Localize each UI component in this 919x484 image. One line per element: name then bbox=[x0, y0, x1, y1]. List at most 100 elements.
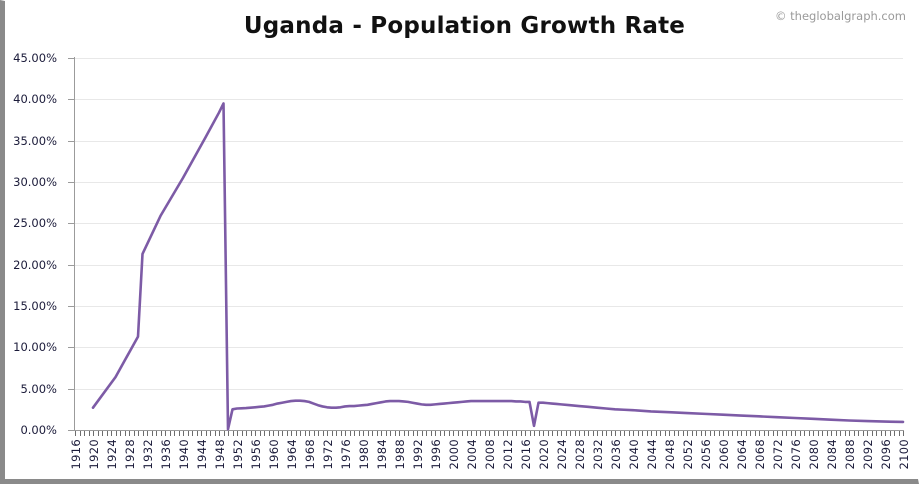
x-tick-mark bbox=[160, 431, 162, 436]
x-tick-mark bbox=[633, 431, 634, 436]
gridline bbox=[75, 140, 903, 142]
x-tick-mark bbox=[439, 431, 441, 436]
x-axis-line bbox=[74, 430, 904, 431]
x-tick-mark bbox=[768, 431, 769, 436]
x-tick-mark bbox=[750, 431, 751, 436]
y-tick-mark bbox=[68, 347, 75, 349]
x-tick-mark bbox=[142, 431, 144, 436]
x-tick-label: 1996 bbox=[429, 439, 443, 470]
x-tick-label: 1940 bbox=[177, 439, 191, 470]
x-tick-mark bbox=[277, 431, 279, 436]
y-tick-label: 30.00% bbox=[13, 175, 57, 189]
x-tick-mark bbox=[93, 431, 94, 436]
x-tick-mark bbox=[399, 431, 400, 436]
x-tick-mark bbox=[88, 431, 90, 436]
y-tick-label: 5.00% bbox=[20, 381, 57, 396]
x-tick-mark bbox=[147, 431, 148, 436]
x-tick-mark bbox=[372, 431, 373, 436]
x-tick-mark bbox=[264, 431, 265, 436]
x-tick-mark bbox=[273, 431, 274, 436]
x-tick-label: 1944 bbox=[195, 439, 209, 470]
y-tick-label: 35.00% bbox=[13, 133, 57, 148]
x-tick-mark bbox=[862, 431, 864, 436]
x-tick-mark bbox=[138, 431, 139, 436]
x-tick-mark bbox=[462, 431, 463, 436]
x-tick-label: 1992 bbox=[411, 439, 425, 470]
x-tick-mark bbox=[268, 431, 270, 436]
x-tick-mark bbox=[363, 431, 364, 436]
x-tick-mark bbox=[223, 431, 225, 436]
x-tick-mark bbox=[619, 431, 621, 436]
x-tick-mark bbox=[124, 431, 126, 436]
x-tick-mark bbox=[885, 431, 886, 436]
x-tick-mark bbox=[876, 431, 877, 436]
gridline bbox=[75, 264, 903, 266]
y-tick-label: 25.00% bbox=[13, 216, 57, 231]
x-tick-mark bbox=[376, 431, 378, 436]
x-tick-mark bbox=[565, 431, 567, 436]
x-tick-mark bbox=[696, 431, 697, 436]
x-tick-mark bbox=[129, 431, 130, 436]
x-tick-mark bbox=[700, 431, 702, 436]
y-tick-label: 0.00% bbox=[20, 423, 57, 437]
x-tick-label: 2028 bbox=[573, 439, 587, 470]
x-tick-mark bbox=[327, 431, 328, 436]
x-tick-label: 2092 bbox=[861, 439, 875, 470]
x-tick-mark bbox=[84, 431, 85, 436]
x-tick-mark bbox=[660, 431, 661, 436]
x-tick-mark bbox=[183, 431, 184, 436]
x-tick-mark bbox=[106, 431, 108, 436]
x-tick-mark bbox=[417, 431, 418, 436]
x-tick-mark bbox=[534, 431, 535, 436]
x-tick-mark bbox=[169, 431, 171, 436]
x-tick-mark bbox=[358, 431, 360, 436]
x-tick-mark bbox=[871, 431, 873, 436]
x-tick-mark bbox=[237, 431, 238, 436]
x-tick-mark bbox=[574, 431, 576, 436]
x-tick-mark bbox=[151, 431, 153, 436]
x-tick-mark bbox=[120, 431, 121, 436]
x-tick-mark bbox=[385, 431, 387, 436]
x-tick-mark bbox=[624, 431, 625, 436]
x-tick-label: 2052 bbox=[681, 439, 695, 470]
x-tick-mark bbox=[610, 431, 612, 436]
x-tick-mark bbox=[741, 431, 742, 436]
x-tick-label: 2020 bbox=[537, 439, 551, 470]
x-tick-mark bbox=[196, 431, 198, 436]
x-tick-mark bbox=[655, 431, 657, 436]
gridline bbox=[75, 99, 903, 101]
y-tick-label: 20.00% bbox=[13, 257, 57, 272]
x-tick-mark bbox=[894, 431, 895, 436]
x-tick-mark bbox=[781, 431, 783, 436]
x-tick-mark bbox=[772, 431, 774, 436]
x-tick-mark bbox=[345, 431, 346, 436]
x-tick-mark bbox=[498, 431, 499, 436]
x-tick-mark bbox=[430, 431, 432, 436]
y-tick-label: 15.00% bbox=[13, 299, 57, 313]
x-tick-label: 2016 bbox=[519, 439, 533, 470]
x-tick-mark bbox=[763, 431, 765, 436]
y-tick-mark bbox=[68, 140, 75, 142]
x-tick-mark bbox=[507, 431, 508, 436]
x-tick-mark bbox=[520, 431, 522, 436]
x-tick-mark bbox=[516, 431, 517, 436]
x-tick-mark bbox=[570, 431, 571, 436]
x-tick-mark bbox=[246, 431, 247, 436]
x-tick-label: 1936 bbox=[159, 439, 173, 470]
y-tick-mark bbox=[68, 58, 75, 59]
x-tick-mark bbox=[111, 431, 112, 436]
x-tick-mark bbox=[291, 431, 292, 436]
x-tick-mark bbox=[187, 431, 189, 436]
x-tick-mark bbox=[484, 431, 486, 436]
x-tick-mark bbox=[219, 431, 220, 436]
x-tick-mark bbox=[817, 431, 819, 436]
x-tick-label: 2008 bbox=[483, 439, 497, 470]
x-tick-mark bbox=[642, 431, 643, 436]
x-tick-mark bbox=[867, 431, 868, 436]
x-tick-mark bbox=[561, 431, 562, 436]
x-tick-label: 2024 bbox=[555, 439, 569, 470]
x-tick-mark bbox=[592, 431, 594, 436]
plot-area bbox=[75, 58, 903, 431]
x-tick-mark bbox=[718, 431, 720, 436]
x-tick-mark bbox=[579, 431, 580, 436]
